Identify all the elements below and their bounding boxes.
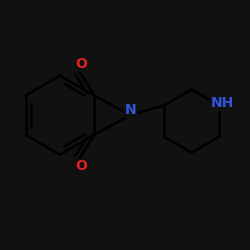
Text: O: O [76,160,87,173]
Text: N: N [125,103,136,117]
Text: NH: NH [210,96,234,110]
Text: O: O [76,57,87,71]
